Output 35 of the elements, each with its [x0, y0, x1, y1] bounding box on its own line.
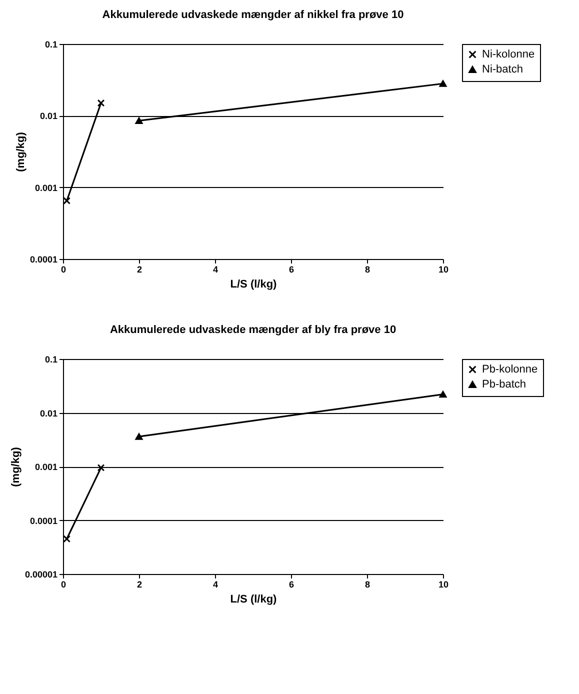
chart-title: Akkumulerede udvaskede mængder af nikkel fra prøve 10 [102, 9, 404, 21]
legend-label: Pb-kolonne [482, 364, 538, 376]
legend-label: Ni-batch [482, 64, 523, 76]
x-tick-label: 4 [212, 264, 218, 274]
y-tick-label: 0.01 [40, 408, 58, 418]
x-tick-label: 8 [364, 580, 370, 590]
point [63, 535, 71, 543]
x-axis-title: L/S (l/kg) [230, 594, 278, 606]
x-axis-title: L/S (l/kg) [230, 278, 278, 290]
y-tick-label: 0.00001 [24, 570, 58, 580]
y-axis-title: (mg/kg) [10, 446, 22, 487]
y-tick-label: 0.0001 [30, 254, 58, 264]
x-tick-label: 2 [136, 264, 142, 274]
y-tick-label: 0.001 [34, 462, 58, 472]
y-tick-label: 0.01 [40, 111, 58, 122]
x-tick-label: 2 [136, 580, 142, 590]
chart-title: Akkumulerede udvaskede mængder af bly fra prøve 10 [110, 324, 396, 336]
x-tick-label: 4 [212, 580, 218, 590]
x-tick-label: 0 [60, 264, 66, 274]
x-tick-label: 0 [60, 580, 66, 590]
y-tick-label: 0.1 [44, 354, 58, 364]
point [97, 464, 105, 472]
x-tick-label: 10 [438, 580, 449, 590]
x-tick-label: 10 [438, 264, 449, 274]
y-tick-label: 0.1 [44, 40, 58, 50]
legend-label: Pb-batch [482, 378, 526, 390]
x-tick-label: 8 [364, 264, 370, 274]
y-tick-label: 0.001 [34, 182, 58, 193]
x-tick-label: 6 [288, 580, 294, 590]
point [97, 99, 105, 107]
x-tick-label: 6 [288, 264, 294, 274]
y-tick-label: 0.0001 [30, 516, 58, 526]
y-axis-title: (mg/kg) [14, 132, 27, 172]
legend-label: Ni-kolonne [482, 48, 535, 60]
point [63, 197, 71, 204]
